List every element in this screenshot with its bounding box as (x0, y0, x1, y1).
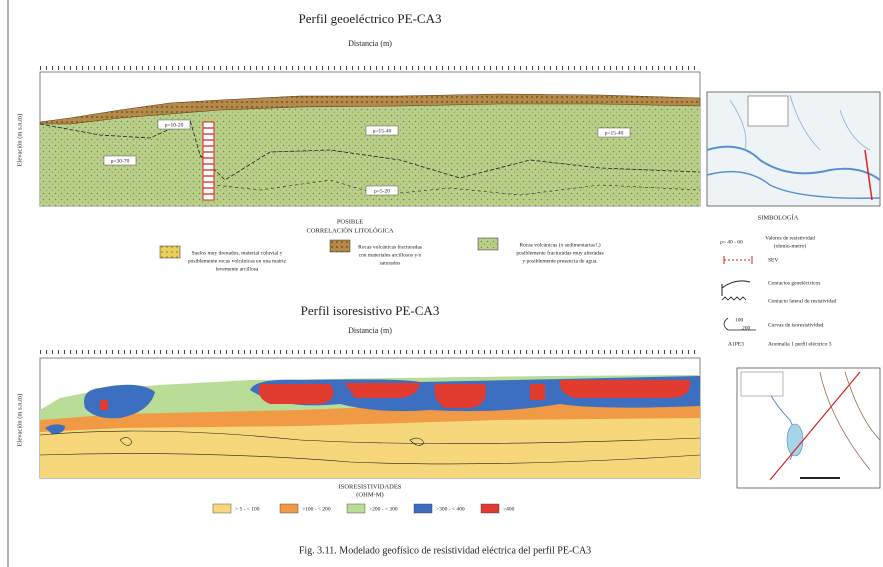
top-y-axis: Elevación (m s.n.m) (16, 114, 23, 167)
top-title: Perfil geoeléctrico PE-CA3 (299, 11, 442, 26)
symbol-label: Contacto lateral de resistividad (768, 298, 837, 304)
lithology-swatch (478, 238, 498, 250)
lithology-text: Suelos muy drenados, material coluvial y (191, 250, 282, 256)
lateral-symbol (722, 297, 746, 300)
lithology-text: posiblemente fracturadas muy alteradas (516, 249, 603, 256)
lithology-text: Rocas volcánicas fracturadas (358, 243, 422, 250)
lithology-text: Rocas volcánicas (o sedimentarias?,) (519, 241, 600, 248)
layer-400 (345, 383, 420, 398)
legend-swatch (213, 504, 231, 513)
resistivity-label: ρ=30-70 (111, 158, 130, 164)
figure: Perfil geoeléctrico PE-CA3 Distancia (m)… (0, 0, 883, 567)
lithology-text: con materiales arcillosos y/o (359, 252, 422, 258)
bottom-y-axis: Elevación (m s.n.m) (16, 394, 23, 447)
symbol-label: (ohmio-metro) (774, 242, 807, 249)
resistivity-label: ρ=5-20 (374, 188, 390, 194)
bottom-title: Perfil isoresistivo PE-CA3 (301, 303, 440, 318)
legend-label: >200 - < 300 (369, 506, 398, 512)
lake (787, 424, 803, 456)
symbol-label: SEV (768, 257, 778, 263)
lithology-text: saturados (380, 260, 401, 266)
legend-title: ISORESISTIVIDADES (339, 483, 402, 490)
lithology-title: POSIBLE (337, 218, 363, 225)
lithology-subtitle: CORRELACIÓN LITOLÓGICA (306, 226, 393, 234)
lithology-swatch (330, 240, 350, 252)
legend-swatch (280, 504, 298, 513)
layer-400 (434, 384, 486, 408)
map-legend (741, 372, 783, 396)
lithology-text: y posiblemente presencia de agua. (522, 258, 598, 264)
resistivity-label: ρ=10-20 (165, 122, 184, 128)
layer-400 (100, 400, 108, 410)
legend-label: >300 - < 400 (436, 506, 465, 512)
legend-unit: (OHM-M) (356, 491, 383, 498)
resistivity-label: ρ=15-40 (373, 128, 392, 134)
symbol-label: Curvas de isoresistividad (768, 322, 824, 328)
layer-400 (530, 384, 545, 400)
top-x-axis: Distancia (m) (348, 39, 392, 48)
caption: Fig. 3.11. Modelado geofísico de resisti… (299, 545, 591, 556)
legend-swatch (347, 504, 365, 513)
resistivity-label: ρ=15-40 (605, 130, 624, 136)
lithology-text: levemente arcillosa (216, 266, 259, 272)
symbol-label: Contactos geoeléctricos (768, 280, 820, 286)
symbol: A1PE3 (728, 341, 744, 347)
lithology-swatch (160, 246, 180, 258)
lithology-text: posiblemente rocas volcánicas en una mat… (188, 258, 287, 264)
legend-swatch (414, 504, 432, 513)
map-legend (748, 96, 788, 126)
layer-400 (560, 380, 690, 398)
location-map (707, 92, 880, 206)
legend-swatch (481, 504, 499, 513)
symbol: 200 (742, 325, 751, 331)
legend-label: >400 (503, 506, 515, 512)
contact-symbol (722, 281, 750, 288)
symbol-label: Valores de resistividad (765, 235, 815, 241)
legend-label: >100 - < 200 (302, 506, 331, 512)
layer-400 (259, 384, 334, 404)
symbology-title: SIMBOLOGÍA (758, 213, 799, 221)
legend-label: > 5 - < 100 (235, 506, 260, 512)
symbol: ρ= 40 - 60 (720, 239, 743, 245)
symbol-label: Anomalía 1 perfil eléctrico 3 (768, 340, 832, 347)
bottom-x-axis: Distancia (m) (348, 326, 392, 335)
symbol: 100 (735, 317, 744, 323)
